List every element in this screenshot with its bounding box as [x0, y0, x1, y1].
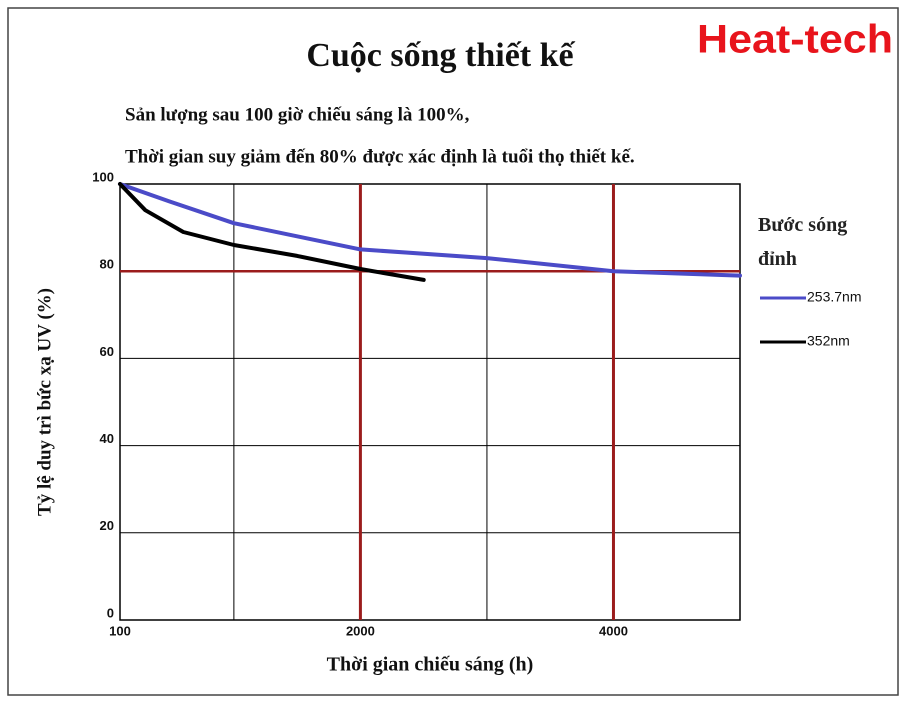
subtitle-line: Thời gian suy giảm đến 80% được xác định… [125, 146, 635, 167]
chart-title: Cuộc sống thiết kế [306, 37, 575, 74]
y-axis-label: Tỷ lệ duy trì bức xạ UV (%) [34, 288, 55, 516]
x-axis-label: Thời gian chiếu sáng (h) [327, 654, 534, 676]
y-tick-label: 40 [100, 431, 114, 446]
x-tick-label: 100 [109, 623, 131, 638]
brand-logo: Heat-tech [697, 18, 893, 62]
y-tick-label: 80 [100, 257, 114, 272]
y-tick-label: 0 [107, 605, 114, 620]
y-tick-label: 100 [92, 169, 114, 184]
x-tick-label: 4000 [599, 623, 628, 638]
x-tick-label: 2000 [346, 623, 375, 638]
series-line [118, 182, 742, 278]
legend-label: 253.7nm [807, 289, 861, 305]
subtitle-line: Sản lượng sau 100 giờ chiếu sáng là 100%… [125, 104, 470, 125]
y-tick-label: 20 [100, 518, 114, 533]
y-tick-label: 60 [100, 344, 114, 359]
series-line [118, 182, 426, 282]
plot-area [119, 183, 741, 621]
legend-label: 352nm [807, 333, 850, 349]
legend-title: Bước sóng đỉnh [758, 214, 848, 270]
